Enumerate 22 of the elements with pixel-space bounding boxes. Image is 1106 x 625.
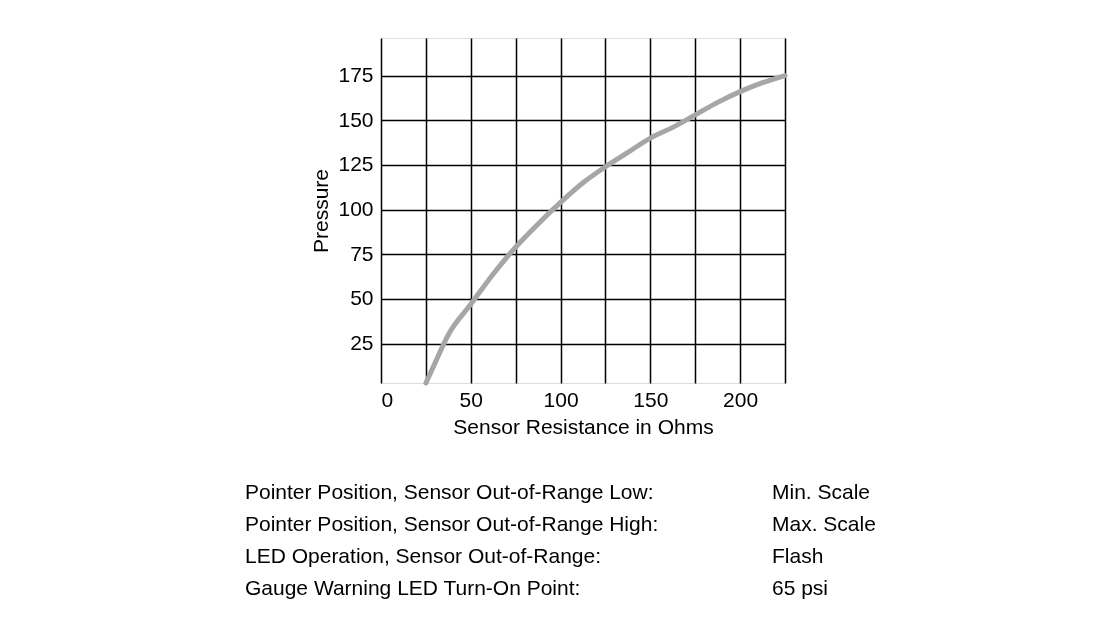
- y-axis-title: Pressure: [309, 168, 333, 254]
- text: Pointer Position, Sensor Out-of-Range Low:: [245, 480, 654, 503]
- x-tick-label: 150: [633, 387, 669, 411]
- text: LED Operation, Sensor Out-of-Range:: [245, 544, 602, 567]
- y-tick-label: 25: [350, 331, 374, 355]
- text: Flash: [772, 544, 824, 567]
- text: Pointer Position, Sensor Out-of-Range High:: [245, 512, 659, 535]
- text: Min. Scale: [772, 480, 871, 503]
- y-tick-label: 100: [338, 197, 374, 221]
- y-tick-label: 50: [350, 286, 374, 310]
- y-tick-label: 150: [338, 107, 374, 131]
- text: 65 psi: [772, 576, 829, 599]
- x-tick-label: 0: [381, 387, 394, 411]
- x-axis-title: Sensor Resistance in Ohms: [453, 414, 714, 438]
- x-tick-label: 50: [459, 387, 483, 411]
- y-tick-label: 175: [338, 63, 374, 87]
- y-tick-label: 125: [338, 152, 374, 176]
- text: Max. Scale: [772, 512, 876, 535]
- y-tick-label: 75: [350, 241, 374, 265]
- x-tick-label: 200: [723, 387, 759, 411]
- x-tick-label: 100: [543, 387, 579, 411]
- text: Gauge Warning LED Turn-On Point:: [245, 576, 581, 599]
